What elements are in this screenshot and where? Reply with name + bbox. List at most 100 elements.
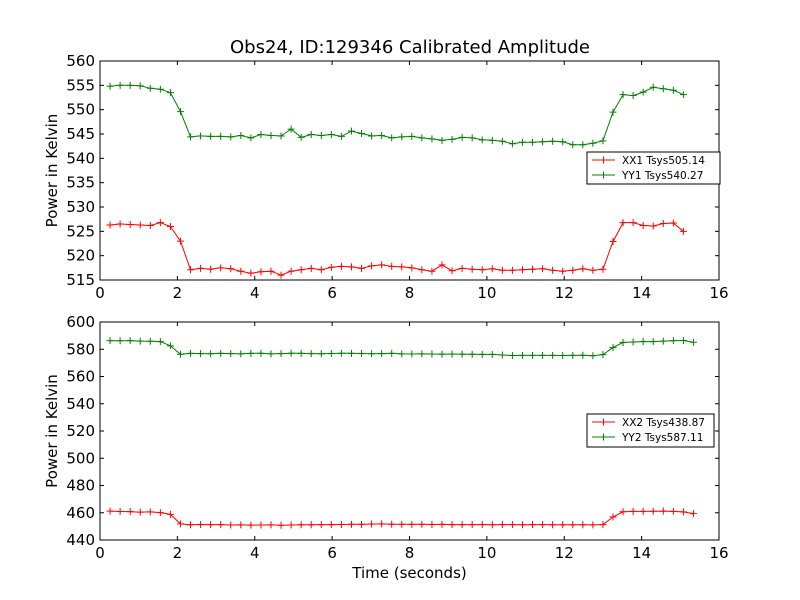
data-point [116, 220, 124, 228]
x-tick-label: 2 [173, 284, 183, 302]
data-point [398, 350, 406, 358]
data-point [388, 520, 396, 528]
data-point [297, 266, 305, 274]
data-point [649, 222, 657, 230]
data-point [549, 266, 557, 274]
data-point [619, 91, 627, 99]
x-tick-label: 10 [477, 544, 496, 562]
data-point [518, 351, 526, 359]
data-point [468, 350, 476, 358]
data-point [468, 134, 476, 142]
data-point [549, 351, 557, 359]
data-point [498, 137, 506, 145]
data-point [629, 507, 637, 515]
data-point [508, 352, 516, 360]
data-point [126, 81, 134, 89]
data-point [347, 127, 355, 135]
data-point [559, 267, 567, 275]
data-point [649, 83, 657, 91]
data-point [126, 337, 134, 345]
top-plot: 0 2 4 6 8 10 12 14 16 515 520 525 530 535 540 545 550 555… [43, 52, 729, 302]
data-point [347, 520, 355, 528]
data-point [468, 265, 476, 273]
data-point [187, 521, 195, 529]
data-point [539, 138, 547, 146]
data-point [478, 266, 486, 274]
data-point [267, 350, 275, 358]
data-point [277, 132, 285, 140]
x-tick-label: 0 [95, 284, 105, 302]
data-point [408, 264, 416, 272]
y-tick-label: 555 [66, 76, 95, 94]
data-point [347, 349, 355, 357]
x-tick-label: 8 [405, 544, 415, 562]
data-point [589, 266, 597, 274]
y-tick-label: 545 [66, 125, 95, 143]
data-point [207, 350, 215, 358]
data-point [307, 521, 315, 529]
data-point [197, 132, 205, 140]
data-point [398, 520, 406, 528]
data-point [378, 350, 386, 358]
data-point [539, 351, 547, 359]
data-point [418, 520, 426, 528]
data-point [197, 520, 205, 528]
data-point [669, 507, 677, 515]
data-point [378, 131, 386, 139]
data-point [267, 521, 275, 529]
data-point [639, 338, 647, 346]
data-point [187, 349, 195, 357]
data-point [358, 349, 366, 357]
data-point [579, 141, 587, 149]
data-point [609, 513, 617, 521]
x-tick-label: 10 [477, 284, 496, 302]
data-point [176, 520, 184, 528]
data-point [428, 520, 436, 528]
data-point [508, 521, 516, 529]
y-tick-label: 530 [66, 198, 95, 216]
data-point [438, 261, 446, 269]
legend-marker [600, 418, 607, 426]
data-point [207, 521, 215, 529]
data-point [227, 133, 235, 141]
data-point [317, 131, 325, 139]
data-point [488, 350, 496, 358]
data-point [287, 349, 295, 357]
data-point [529, 138, 537, 146]
data-point [337, 520, 345, 528]
data-point [478, 350, 486, 358]
data-point [176, 108, 184, 116]
data-point [589, 139, 597, 147]
data-point [488, 265, 496, 273]
x-tick-label: 16 [709, 544, 728, 562]
x-tick-label: 6 [327, 544, 337, 562]
data-point [368, 132, 376, 140]
data-point [257, 268, 265, 276]
data-point [307, 130, 315, 138]
data-point [639, 88, 647, 96]
y-tick-label: 600 [66, 313, 95, 331]
data-point [227, 265, 235, 273]
data-point [166, 342, 174, 350]
y-tick-label: 500 [66, 449, 95, 467]
data-point [619, 508, 627, 516]
series-line [110, 222, 684, 276]
data-point [619, 219, 627, 227]
data-point [317, 266, 325, 274]
data-point [287, 521, 295, 529]
y-axis-label: Power in Kelvin [43, 374, 61, 488]
data-point [408, 350, 416, 358]
data-point [106, 82, 114, 90]
data-point [569, 266, 577, 274]
y-tick-label: 540 [66, 395, 95, 413]
data-point [508, 266, 516, 274]
data-point [257, 130, 265, 138]
data-point [378, 261, 386, 269]
y-tick-label: 560 [66, 368, 95, 386]
data-point [438, 136, 446, 144]
data-point [156, 219, 164, 227]
legend-label: YY2 Tsys587.11 [621, 432, 703, 444]
legend-label: XX2 Tsys438.87 [622, 417, 705, 429]
y-tick-label: 520 [66, 422, 95, 440]
data-point [156, 509, 164, 517]
